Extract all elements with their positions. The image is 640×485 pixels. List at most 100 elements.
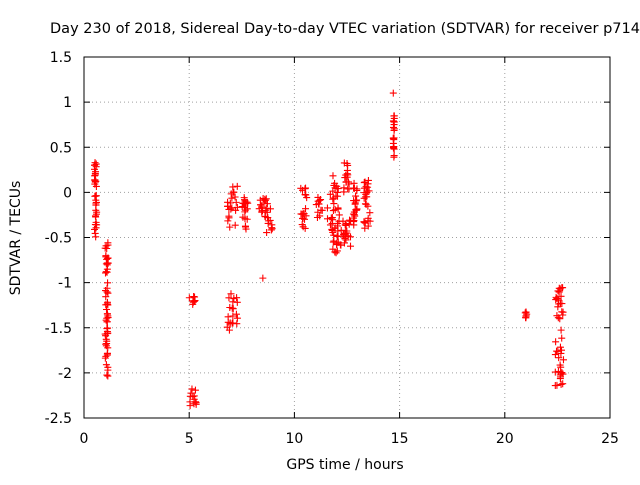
data-point xyxy=(103,371,111,379)
data-point xyxy=(92,160,100,168)
data-point xyxy=(314,193,322,201)
data-point xyxy=(263,229,271,237)
x-tick-label: 25 xyxy=(601,431,619,447)
x-tick-label: 10 xyxy=(285,431,303,447)
data-point xyxy=(366,209,374,217)
data-point xyxy=(344,232,352,240)
data-point xyxy=(104,372,112,380)
data-point xyxy=(92,192,100,200)
data-point xyxy=(333,239,341,247)
data-point xyxy=(334,204,342,212)
chart-title: Day 230 of 2018, Sidereal Day-to-day VTE… xyxy=(50,21,640,37)
data-point xyxy=(92,201,100,209)
data-point xyxy=(364,180,372,188)
data-point xyxy=(329,172,337,180)
data-point xyxy=(241,222,249,230)
data-point xyxy=(91,180,99,188)
data-point xyxy=(93,208,101,216)
data-point xyxy=(390,112,398,120)
data-point xyxy=(342,227,350,235)
data-point xyxy=(104,289,112,297)
data-point xyxy=(259,274,267,282)
data-point xyxy=(189,393,197,401)
data-point xyxy=(389,89,397,97)
data-point xyxy=(555,354,563,362)
data-point xyxy=(335,211,343,219)
data-point xyxy=(231,221,239,229)
data-point xyxy=(351,200,359,208)
y-tick-label: -2 xyxy=(58,366,72,382)
data-point xyxy=(347,242,355,250)
data-point xyxy=(266,216,274,224)
data-point xyxy=(333,222,341,230)
data-point xyxy=(342,178,350,186)
data-point xyxy=(186,402,194,410)
data-point xyxy=(191,386,199,394)
data-point xyxy=(553,381,561,389)
data-point xyxy=(228,194,236,202)
y-tick-label: 1 xyxy=(63,95,72,111)
data-point xyxy=(262,195,270,203)
data-point xyxy=(104,301,112,309)
data-point xyxy=(91,229,99,237)
data-point xyxy=(233,314,241,322)
data-point xyxy=(298,221,306,229)
data-point xyxy=(103,328,111,336)
data-point xyxy=(556,361,564,369)
data-point xyxy=(229,305,237,313)
data-point xyxy=(228,204,236,212)
data-point xyxy=(226,319,234,327)
data-point xyxy=(302,205,310,213)
data-point xyxy=(91,225,99,233)
data-point xyxy=(241,215,249,223)
data-point xyxy=(103,310,111,318)
data-point xyxy=(225,294,233,302)
data-point xyxy=(553,295,561,303)
data-point xyxy=(333,188,341,196)
data-point xyxy=(92,168,100,176)
data-point xyxy=(389,139,397,147)
data-point xyxy=(301,224,309,232)
points-layer xyxy=(91,89,567,410)
data-point xyxy=(185,294,193,302)
data-point xyxy=(326,221,334,229)
data-point xyxy=(188,385,196,393)
y-tick-label: 0.5 xyxy=(50,140,72,156)
data-point xyxy=(103,284,111,292)
data-point xyxy=(229,312,237,320)
data-point xyxy=(352,192,360,200)
data-point xyxy=(361,200,369,208)
data-point xyxy=(231,193,239,201)
x-tick-label: 5 xyxy=(185,431,194,447)
data-point xyxy=(224,217,232,225)
y-tick-label: 0 xyxy=(63,185,72,201)
y-axis-label: SDTVAR / TECUs xyxy=(8,181,24,296)
data-point xyxy=(104,239,112,247)
data-point xyxy=(101,354,109,362)
data-point xyxy=(225,214,233,222)
data-point xyxy=(557,326,565,334)
data-point xyxy=(224,198,232,206)
x-tick-label: 0 xyxy=(80,431,89,447)
tick-labels-layer: 0 5 10 15 20 25 -2.5 -2 -1.5 -1 -0.5 0 0.5 1 1.5 xyxy=(45,50,619,447)
data-point xyxy=(330,194,338,202)
data-point xyxy=(189,297,197,305)
data-point xyxy=(334,185,342,193)
data-point xyxy=(558,308,566,316)
data-point xyxy=(225,205,233,213)
data-point xyxy=(329,207,337,215)
data-point xyxy=(262,206,270,214)
data-point xyxy=(554,347,562,355)
data-point xyxy=(329,195,337,203)
data-point xyxy=(190,293,198,301)
data-point xyxy=(557,292,565,300)
data-point xyxy=(232,310,240,318)
data-point xyxy=(554,303,562,311)
data-point xyxy=(361,178,369,186)
data-point xyxy=(350,179,358,187)
data-point xyxy=(330,231,338,239)
data-point xyxy=(344,161,352,169)
data-point xyxy=(556,285,564,293)
data-point xyxy=(314,208,322,216)
